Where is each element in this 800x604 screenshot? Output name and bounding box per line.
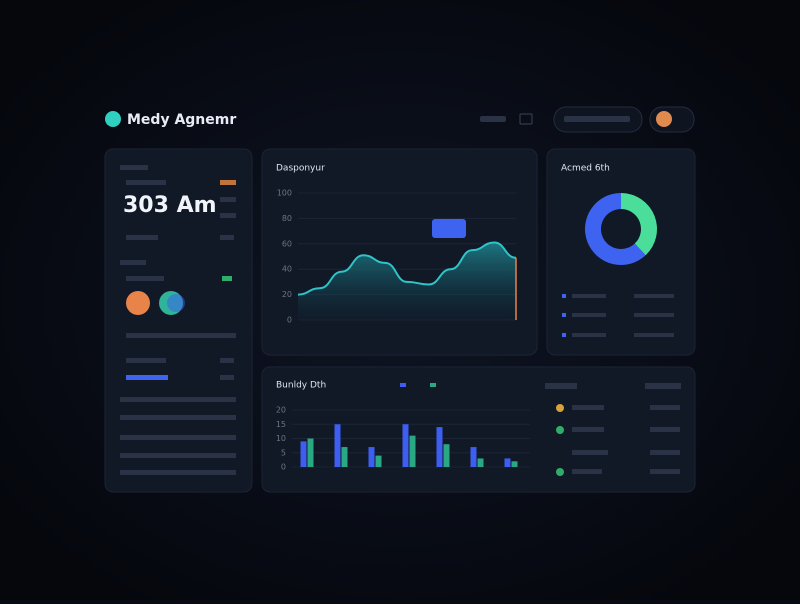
- y-tick-label: 0: [287, 316, 292, 325]
- bar: [504, 458, 511, 467]
- legend-swatch: [562, 313, 566, 317]
- bar-card: [261, 366, 696, 493]
- y-tick-label: 15: [276, 420, 286, 429]
- bar: [470, 447, 477, 467]
- y-tick-label: 20: [282, 290, 292, 299]
- bar: [300, 441, 307, 467]
- y-tick-label: 10: [276, 434, 286, 443]
- y-tick-label: 0: [281, 463, 286, 472]
- chart-title: Acmed 6th: [561, 164, 610, 174]
- bar: [443, 444, 450, 467]
- bar: [375, 455, 382, 467]
- bar: [307, 438, 314, 467]
- legend-text: [572, 294, 606, 298]
- legend-swatch: [430, 383, 436, 387]
- chart-title: Dasponyur: [276, 164, 325, 174]
- y-tick-label: 5: [281, 448, 286, 457]
- y-tick-label: 100: [277, 189, 292, 198]
- line: [297, 241, 517, 296]
- tooltip: [432, 219, 466, 238]
- side-placeholders: [120, 165, 236, 475]
- nav-item[interactable]: [480, 116, 506, 122]
- legend-text: [634, 313, 674, 317]
- donut-slice: [584, 193, 646, 265]
- bar: [409, 435, 416, 467]
- bar: [511, 461, 518, 467]
- legend-text: [572, 313, 606, 317]
- y-tick-label: 60: [282, 239, 292, 248]
- legend-swatch: [562, 294, 566, 298]
- y-tick-label: 20: [276, 406, 286, 415]
- bar: [334, 424, 341, 467]
- chart-title: Bunldy Dth: [276, 381, 326, 391]
- y-tick-label: 40: [282, 265, 292, 274]
- bar: [341, 447, 348, 467]
- side-card: [104, 148, 253, 493]
- legend-text: [634, 333, 674, 337]
- bar: [477, 458, 484, 467]
- list-placeholders: [545, 383, 681, 476]
- area: [298, 242, 516, 320]
- logo: [105, 111, 121, 127]
- legend-swatch: [400, 383, 406, 387]
- nav-icon[interactable]: [519, 113, 533, 125]
- donut-slice: [621, 193, 658, 256]
- bar: [402, 424, 409, 467]
- legend-swatch: [562, 333, 566, 337]
- stat-value: 303 Am: [123, 193, 217, 218]
- y-tick-label: 80: [282, 214, 292, 223]
- bar: [368, 447, 375, 467]
- brand: Medy Agnemr: [127, 112, 236, 128]
- legend-text: [572, 333, 606, 337]
- legend-text: [634, 294, 674, 298]
- avatar[interactable]: [656, 111, 672, 127]
- search-text: [564, 116, 630, 122]
- bar: [436, 427, 443, 467]
